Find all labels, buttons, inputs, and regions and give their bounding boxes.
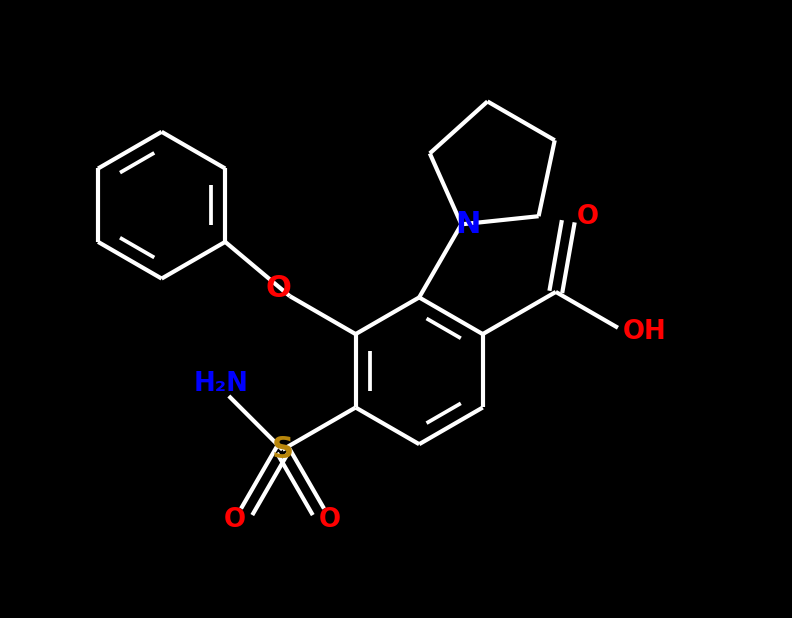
Text: S: S: [272, 435, 294, 464]
Text: O: O: [224, 507, 246, 533]
Text: O: O: [319, 507, 341, 533]
Text: H₂N: H₂N: [194, 371, 249, 397]
Text: OH: OH: [623, 319, 667, 345]
Text: O: O: [265, 274, 291, 303]
Text: N: N: [455, 210, 480, 239]
Text: O: O: [577, 205, 599, 231]
